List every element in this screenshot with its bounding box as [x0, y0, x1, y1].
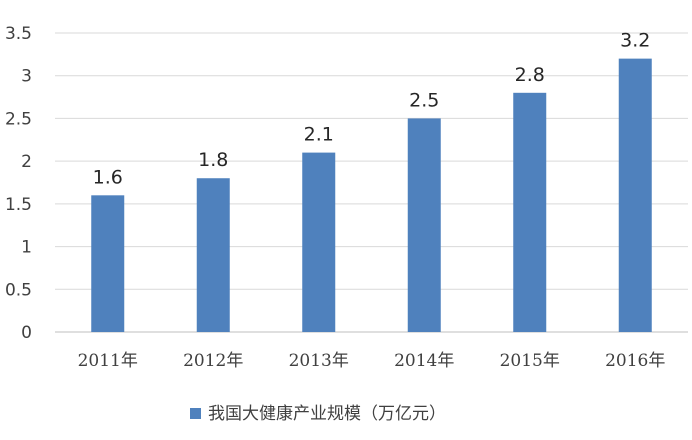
data-label: 3.2: [620, 30, 650, 52]
bar: [407, 118, 441, 332]
y-tick-label: 2: [21, 152, 32, 172]
data-label: 1.6: [93, 166, 123, 188]
legend: 我国大健康产业规模（万亿元）: [190, 404, 446, 424]
y-tick-label: 3.5: [5, 24, 32, 44]
data-label: 2.8: [515, 64, 545, 86]
x-tick-label: 2015年: [500, 351, 560, 371]
data-label: 1.8: [198, 149, 228, 171]
x-tick-label: 2016年: [605, 351, 665, 371]
bar: [513, 92, 547, 332]
y-tick-label: 0.5: [5, 280, 32, 300]
bar: [302, 152, 336, 332]
bar: [91, 195, 125, 332]
data-label: 2.5: [409, 89, 439, 111]
y-tick-label: 2.5: [5, 109, 32, 129]
x-tick-label: 2011年: [78, 351, 138, 371]
gridlines: [55, 32, 688, 333]
y-tick-label: 3: [21, 67, 32, 87]
x-tick-label: 2013年: [289, 351, 349, 371]
x-tick-label: 2012年: [183, 351, 243, 371]
bars: [91, 58, 652, 332]
legend-label: 我国大健康产业规模（万亿元）: [208, 404, 446, 424]
legend-swatch: [190, 408, 201, 419]
x-tick-label: 2014年: [394, 351, 454, 371]
data-label: 2.1: [304, 124, 334, 146]
y-tick-label: 1: [21, 238, 32, 258]
y-tick-label: 1.5: [5, 195, 32, 215]
y-tick-label: 0: [21, 323, 32, 343]
x-axis-ticks: 2011年 2012年 2013年 2014年 2015年 2016年: [78, 351, 666, 371]
y-axis-ticks: 0 0.5 1 1.5 2 2.5 3 3.5: [5, 24, 32, 343]
data-labels: 1.6 1.8 2.1 2.5 2.8 3.2: [93, 30, 651, 189]
bar: [196, 178, 230, 332]
bar: [618, 58, 652, 332]
